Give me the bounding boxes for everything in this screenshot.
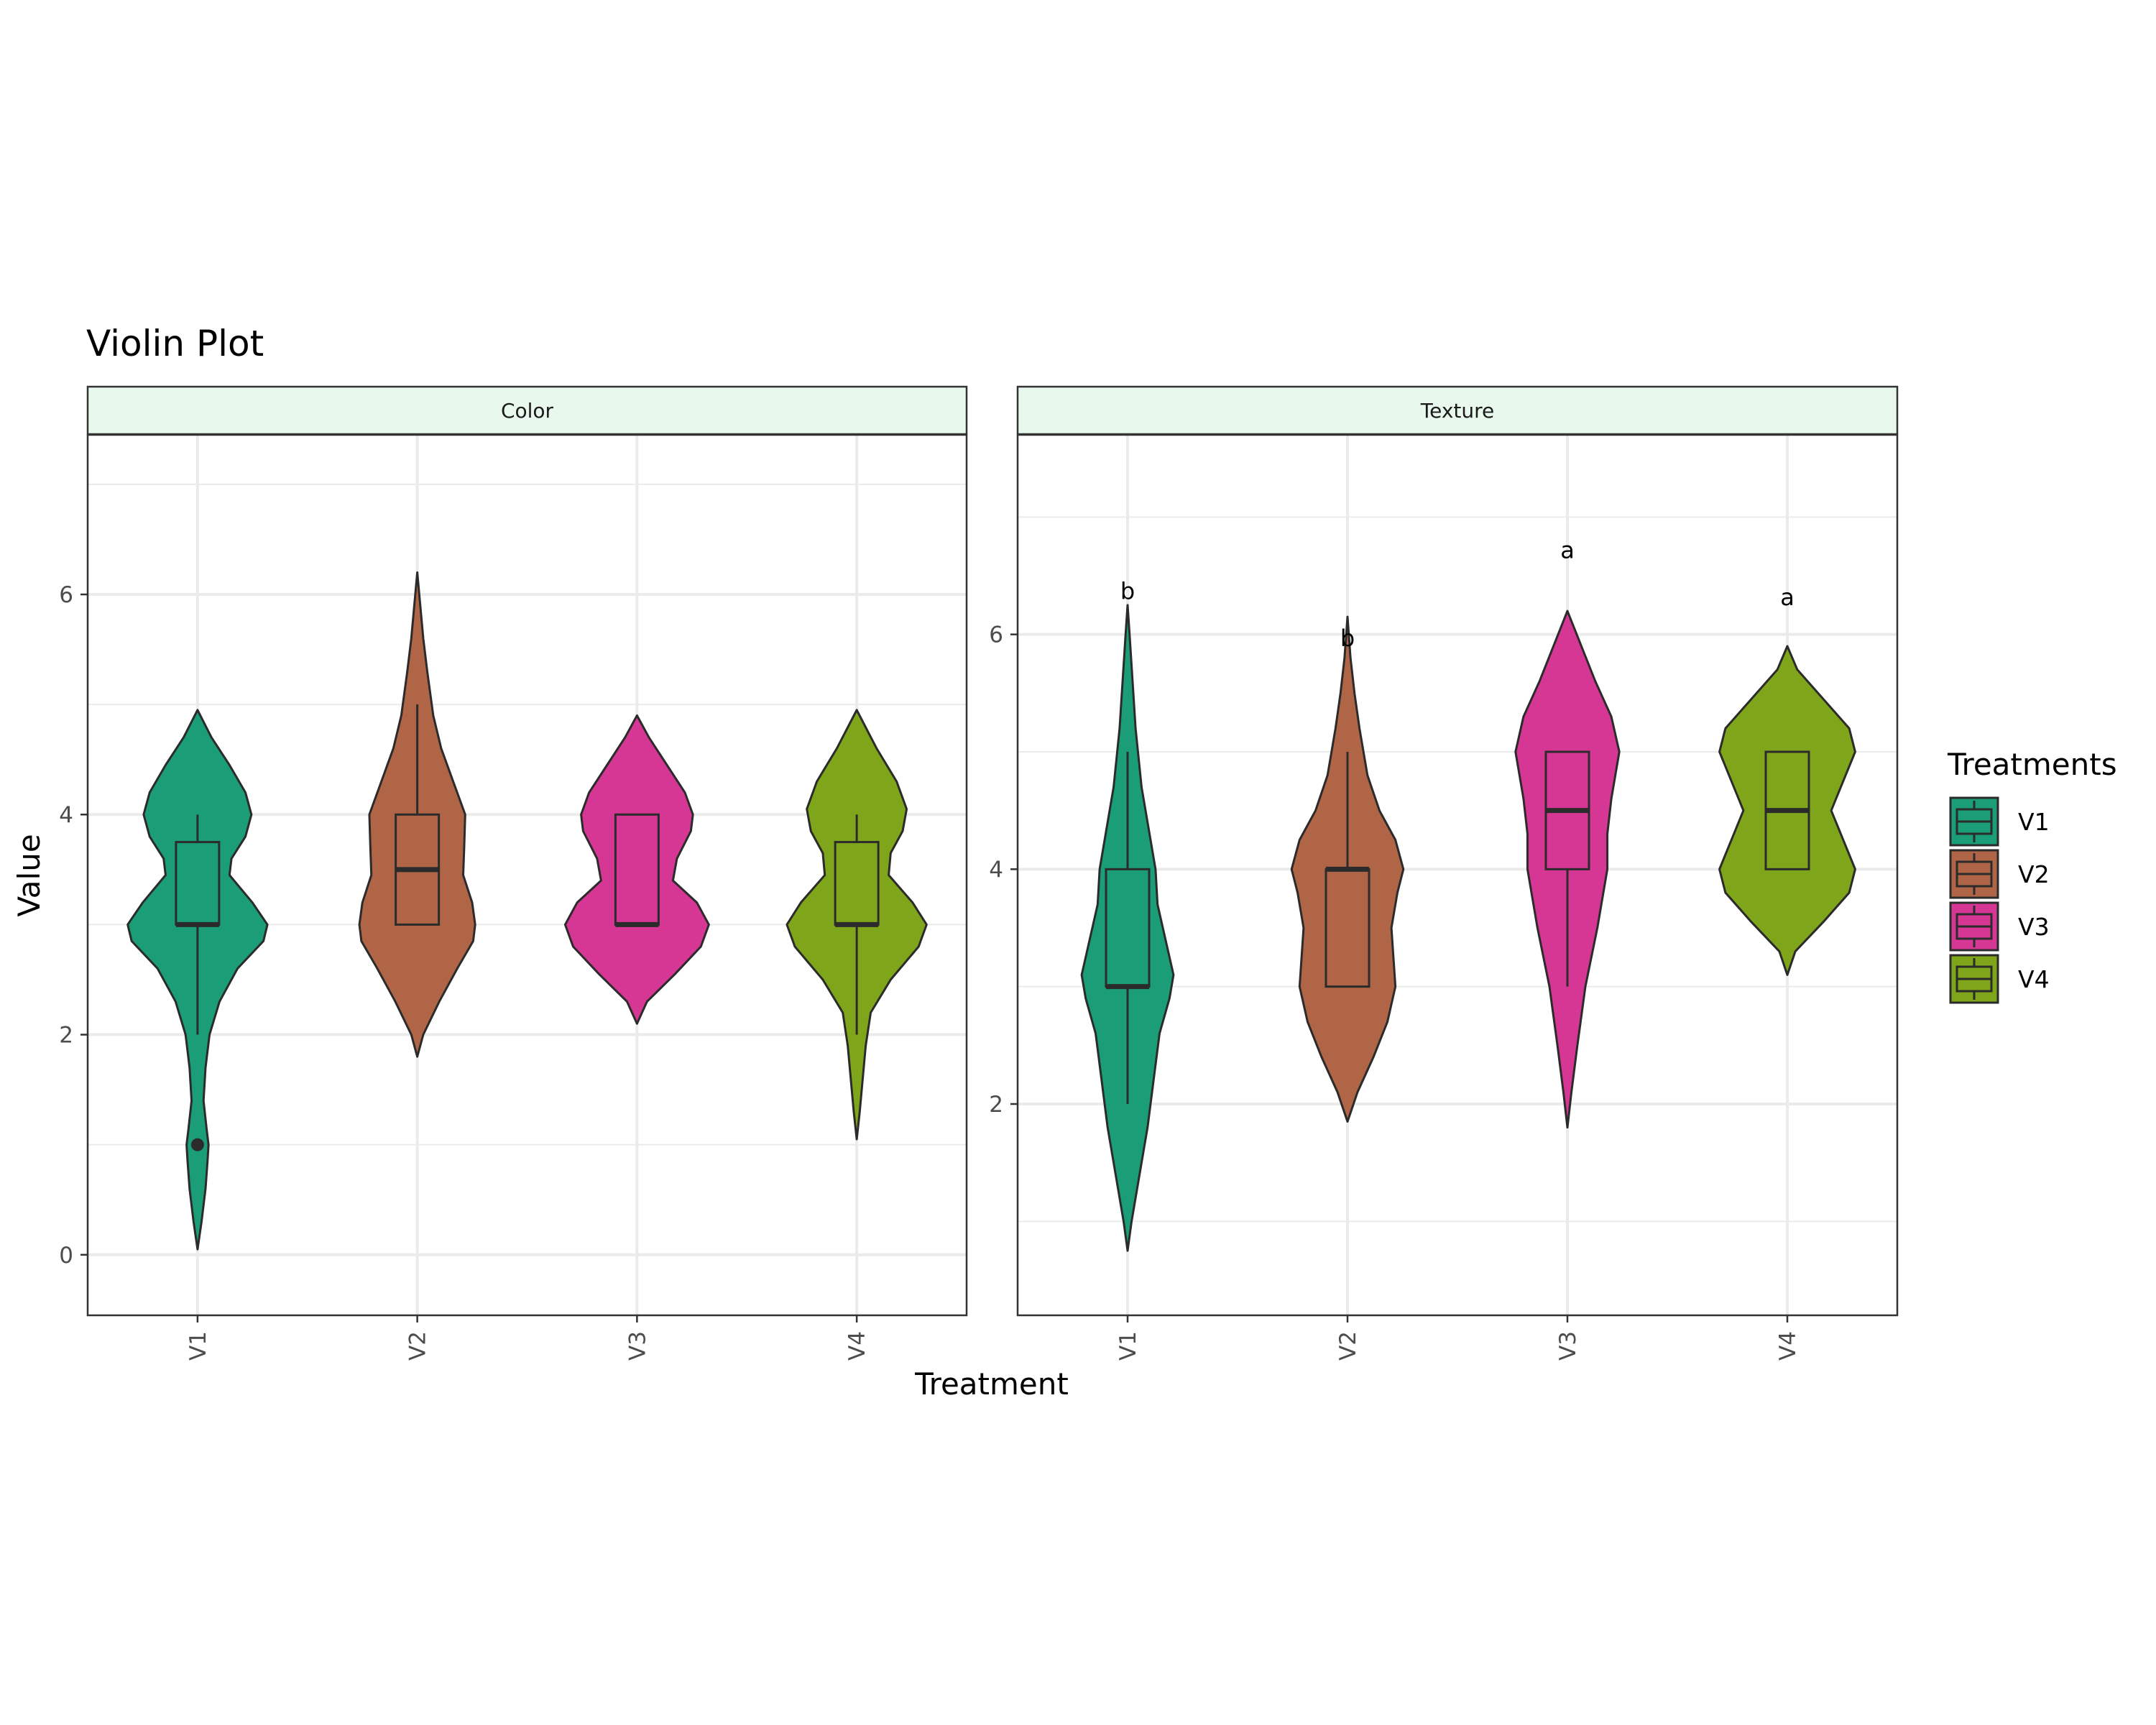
significance-label-v2: b: [1340, 625, 1355, 652]
legend-label: V3: [2018, 913, 2050, 941]
facet-panel-texture: b b a a Texture 2 4 6 V1 V2 V3 V4: [989, 385, 1899, 1361]
significance-label-v3: a: [1560, 537, 1575, 564]
panel-background-color: [88, 435, 967, 1315]
facet-strip-texture: [1016, 385, 1899, 436]
legend-key-v4: V4: [1949, 954, 2050, 1004]
facet-strip-color: [86, 385, 968, 436]
legend-label: V2: [2018, 860, 2050, 888]
box-v1-color: [175, 841, 221, 926]
y-tick-label: 6: [989, 622, 1003, 648]
outlier-point: [190, 1138, 204, 1151]
x-tick-label: V2: [1335, 1331, 1361, 1361]
legend-key-v2: V2: [1949, 849, 2050, 899]
box-v1-texture: [1105, 868, 1151, 988]
y-tick-label: 4: [989, 857, 1003, 883]
legend: Treatments V1 V2 V3 V4: [1947, 747, 2117, 1004]
legend-key-v3: V3: [1949, 901, 2050, 952]
x-tick-label: V2: [405, 1331, 431, 1361]
significance-label-v4: a: [1780, 584, 1795, 611]
y-tick-label: 6: [59, 582, 73, 608]
legend-label: V1: [2018, 808, 2050, 836]
y-tick-label: 4: [59, 802, 73, 828]
legend-label: V4: [2018, 965, 2050, 993]
facet-strip-label: Color: [501, 399, 554, 423]
y-tick-label: 2: [989, 1092, 1003, 1118]
x-tick-label: V4: [844, 1331, 870, 1361]
legend-title: Treatments: [1947, 747, 2117, 782]
y-axis-label: Value: [11, 834, 47, 916]
x-axis-label: Treatment: [914, 1366, 1069, 1402]
box-v4-color: [834, 841, 880, 926]
y-tick-label: 0: [59, 1243, 73, 1269]
facet-strip-label: Texture: [1420, 399, 1495, 423]
x-tick-label: V1: [1115, 1331, 1141, 1361]
x-tick-label: V4: [1775, 1331, 1801, 1361]
facet-panel-color: Color 0 2 4 6 V1 V2 V3 V4: [59, 385, 968, 1361]
significance-label-v1: b: [1120, 578, 1135, 605]
x-tick-label: V1: [185, 1331, 211, 1361]
x-tick-label: V3: [1555, 1331, 1581, 1361]
x-tick-label: V3: [625, 1331, 650, 1361]
legend-key-v1: V1: [1949, 796, 2050, 847]
box-v3-color: [614, 813, 660, 926]
legend-keys: V1 V2 V3 V4: [1949, 796, 2050, 1004]
box-v2-texture: [1325, 868, 1370, 988]
y-tick-label: 2: [59, 1023, 73, 1049]
chart-title: Violin Plot: [86, 323, 264, 364]
